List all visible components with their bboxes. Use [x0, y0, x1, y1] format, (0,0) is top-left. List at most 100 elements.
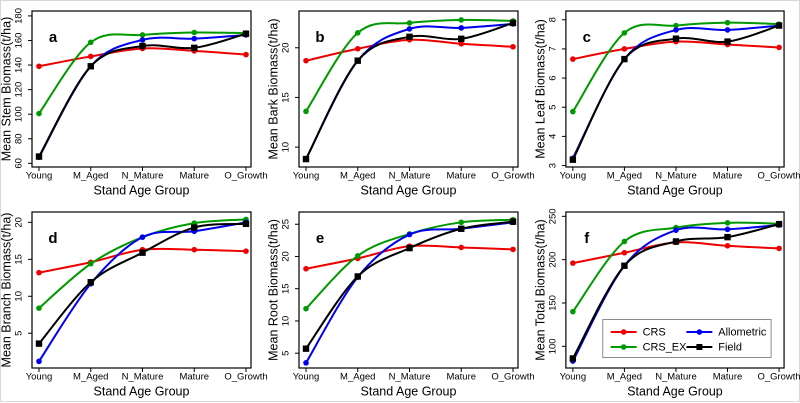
x-tick-label: Young [26, 372, 53, 383]
field-square-marker [242, 30, 250, 37]
y-tick-label: 20 [281, 42, 292, 53]
series-dot-marker [724, 226, 731, 233]
plot-box [298, 211, 519, 369]
chart-panel-e: 5 10 15 20 25 Young M_Aged N_Mature Mature O_Grow… [268, 211, 535, 399]
panel-cell-b: 10 15 20 Young M_Aged N_Mature Mature O_Growth S… [268, 1, 535, 202]
series-dot-marker [621, 46, 628, 52]
x-tick-label: O_Growth [491, 171, 534, 182]
series-dot-marker [36, 269, 42, 276]
series-dot-marker [354, 253, 361, 259]
x-tick-label: Mature [179, 171, 209, 182]
series-dot-marker [724, 243, 731, 249]
x-tick-label: Young [560, 371, 586, 382]
y-tick-label: 4 [547, 134, 558, 139]
x-tick-label: Young [26, 171, 53, 182]
x-tick-label: M_Aged [607, 170, 642, 181]
x-tick-label: O_Growth [491, 372, 534, 383]
series-dot-marker [303, 57, 309, 64]
field-square-marker [458, 225, 465, 232]
series-dot-marker [621, 249, 628, 256]
x-tick-label: N_Mature [655, 371, 697, 382]
y-axis-title: Mean Root Biomass(t/ha) [268, 219, 281, 361]
panel-cell-d: 5 10 15 20 Young M_Aged N_Mature Mature O_Growth… [1, 202, 268, 403]
series-dot-marker [191, 35, 198, 42]
series-line-field [38, 32, 247, 158]
panel-cell-c: 3 4 5 6 7 8 Young M_Aged N_Mature Mature O_Growth S… [535, 1, 800, 202]
y-tick-label: 250 [547, 208, 558, 224]
field-square-marker [775, 220, 783, 228]
y-tick-label: 6 [547, 75, 558, 80]
field-square-marker [621, 55, 628, 63]
chart-panel-b: 10 15 20 Young M_Aged N_Mature Mature O_Growth S… [268, 10, 535, 198]
panel-cell-a: 60 80 100 120 140 160 180 Young M_Aged N_Mature Ma… [1, 1, 268, 202]
y-tick-label: 25 [281, 219, 292, 230]
y-tick-label: 5 [281, 351, 292, 356]
y-tick-label: 100 [14, 106, 25, 122]
y-axis-title: Mean Stem Biomass(t/ha) [1, 17, 14, 162]
x-tick-label: O_Growth [224, 372, 267, 383]
series-dot-marker [570, 260, 576, 266]
field-square-marker [775, 22, 783, 29]
series-dot-marker [87, 39, 94, 46]
legend-box [602, 319, 772, 358]
series-line-crs_ex [38, 218, 247, 310]
x-axis-title: Stand Age Group [627, 183, 723, 197]
series-dot-marker [243, 51, 249, 58]
series-dot-marker [243, 248, 249, 254]
series-dot-marker [570, 308, 576, 315]
chart-panel-c: 3 4 5 6 7 8 Young M_Aged N_Mature Mature O_Growth S… [535, 10, 800, 198]
y-tick-label: 5 [547, 105, 558, 110]
y-tick-label: 15 [281, 92, 292, 103]
field-square-marker [696, 344, 703, 350]
y-axis-title: Mean Branch Biomass(t/ha) [1, 213, 14, 368]
series-dot-marker [139, 32, 146, 38]
field-square-marker [509, 19, 517, 27]
plot-box [298, 10, 519, 168]
x-tick-label: Mature [179, 372, 209, 383]
field-square-marker [406, 33, 413, 41]
series-dot-marker [673, 27, 679, 33]
x-tick-label: Young [560, 170, 586, 181]
plot-box [31, 10, 252, 168]
series-dot-marker [191, 29, 198, 36]
x-axis-title: Stand Age Group [627, 384, 723, 398]
x-axis-title: Stand Age Group [94, 385, 190, 399]
plot-box [565, 211, 785, 369]
series-dot-marker [673, 22, 679, 29]
x-tick-label: N_Mature [389, 372, 431, 383]
x-tick-label: Mature [713, 371, 742, 382]
x-tick-label: Mature [446, 372, 476, 383]
y-tick-label: 15 [281, 283, 292, 294]
x-tick-label: Mature [713, 170, 742, 181]
chart-panel-f: 100 150 200 250 Young M_Aged N_Mature Mature O_G… [535, 208, 800, 398]
series-dot-marker [724, 19, 731, 26]
series-line-field [571, 24, 781, 161]
field-square-marker [87, 279, 94, 286]
y-tick-label: 20 [281, 251, 292, 262]
y-axis-title: Mean Total Biomass(t/ha) [535, 219, 547, 360]
y-tick-label: 10 [281, 316, 292, 327]
series-dot-marker [621, 238, 628, 245]
series-dot-marker [673, 227, 679, 233]
series-dot-marker [87, 53, 94, 60]
series-dot-marker [36, 305, 42, 311]
plot-box [31, 211, 252, 369]
field-square-marker [302, 155, 310, 163]
field-square-marker [87, 63, 94, 70]
x-axis-title: Stand Age Group [361, 385, 457, 399]
x-tick-label: Young [293, 372, 320, 383]
series-dot-marker [87, 260, 94, 267]
series-dot-marker [303, 108, 309, 115]
y-tick-label: 5 [14, 331, 25, 336]
y-tick-label: 120 [14, 82, 25, 98]
field-square-marker [354, 273, 361, 280]
field-square-marker [354, 57, 361, 64]
panel-letter: c [583, 29, 591, 46]
field-square-marker [35, 340, 43, 347]
field-square-marker [509, 218, 517, 225]
series-dot-marker [458, 219, 465, 226]
x-tick-label: M_Aged [340, 171, 375, 182]
y-tick-label: 20 [14, 217, 25, 228]
panel-letter: b [315, 29, 324, 46]
